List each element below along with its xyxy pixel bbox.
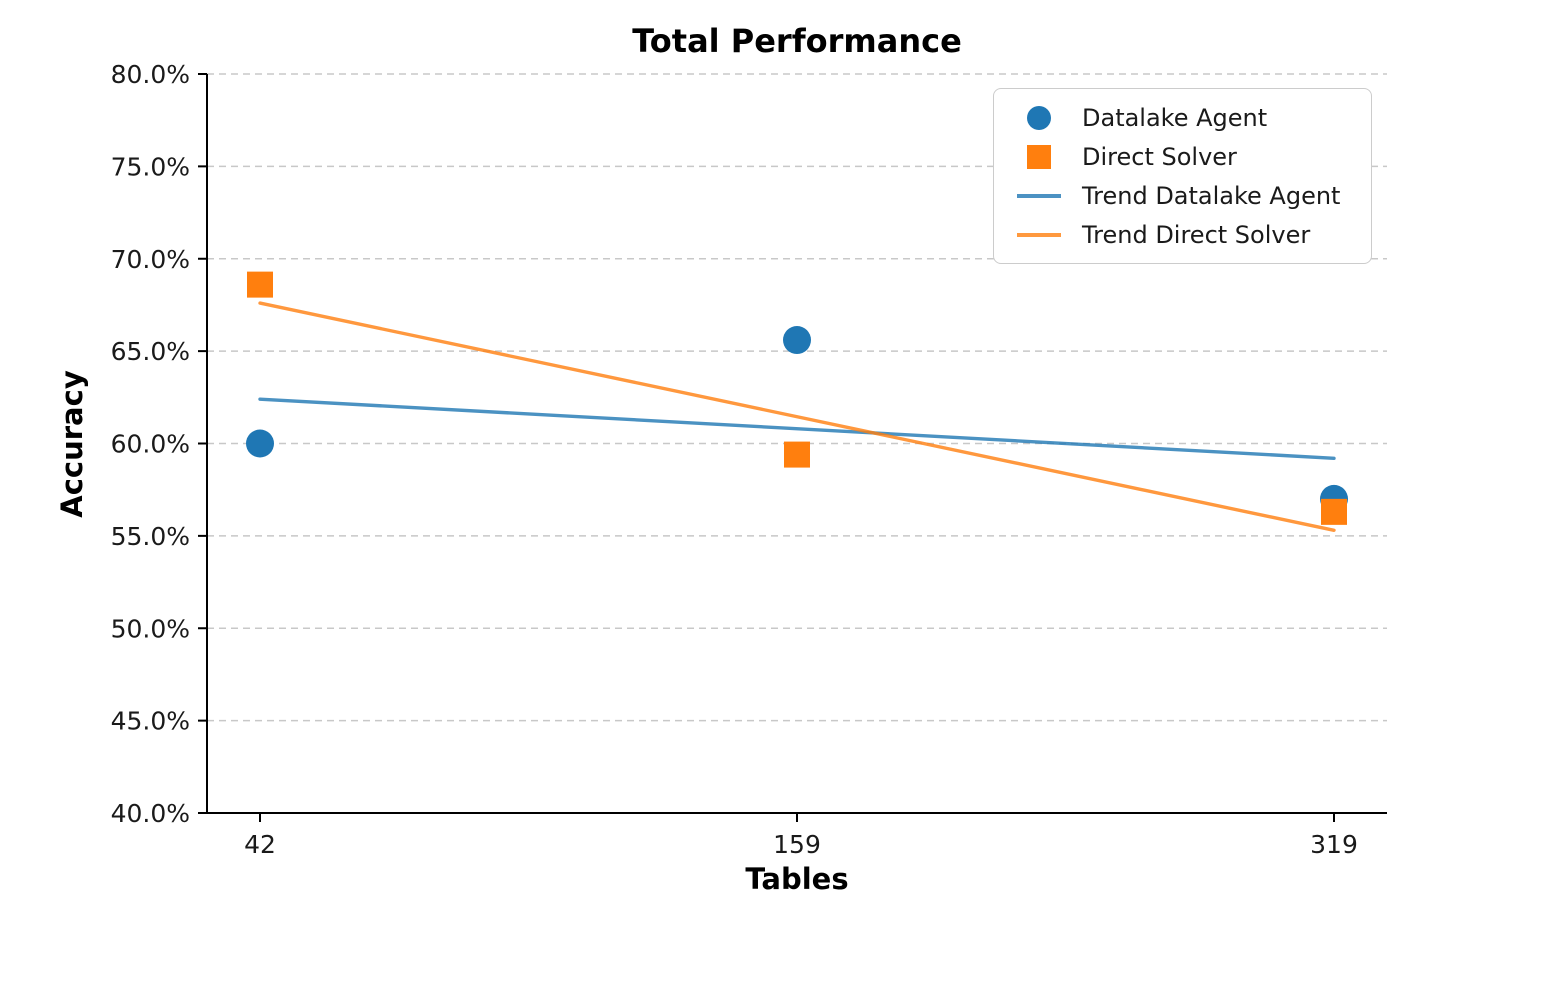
marker-direct-solver: [1321, 498, 1347, 525]
marker-datalake-agent: [783, 326, 811, 355]
legend-glyph-cell: [1008, 193, 1070, 198]
legend-row: Trend Datalake Agent: [1008, 176, 1357, 215]
chart-title: Total Performance: [632, 22, 962, 60]
legend-glyph-cell: [1008, 105, 1070, 130]
legend-line-icon: [1017, 232, 1061, 237]
y-tick-label: 80.0%: [111, 60, 190, 89]
y-tick-label: 60.0%: [111, 430, 190, 459]
y-tick-label: 40.0%: [111, 799, 190, 828]
legend-label: Datalake Agent: [1082, 103, 1268, 132]
x-tick-label: 159: [773, 830, 821, 859]
y-axis-label: Accuracy: [55, 370, 89, 518]
legend-glyph-cell: [1008, 232, 1070, 237]
x-tick-label: 319: [1310, 830, 1358, 859]
trend-line-trend-direct-solver: [258, 301, 1336, 533]
x-axis-label: Tables: [745, 862, 849, 896]
x-tick-label: 42: [244, 830, 276, 859]
legend-square-icon: [1027, 144, 1051, 169]
legend-glyph-cell: [1008, 144, 1070, 169]
legend-row: Trend Direct Solver: [1008, 215, 1357, 254]
y-tick-label: 50.0%: [111, 614, 190, 643]
marker-direct-solver: [784, 441, 810, 468]
y-tick-label: 75.0%: [111, 152, 190, 181]
marker-direct-solver: [247, 271, 273, 298]
legend-label: Direct Solver: [1082, 142, 1237, 171]
y-tick-label: 55.0%: [111, 522, 190, 551]
legend-row: Datalake Agent: [1008, 98, 1357, 137]
legend-row: Direct Solver: [1008, 137, 1357, 176]
y-tick-label: 65.0%: [111, 337, 190, 366]
y-tick-label: 70.0%: [111, 245, 190, 274]
y-tick-label: 45.0%: [111, 707, 190, 736]
trend-line-trend-datalake-agent: [258, 397, 1336, 460]
legend-line-icon: [1017, 193, 1061, 198]
marker-datalake-agent: [246, 429, 274, 458]
legend-label: Trend Datalake Agent: [1082, 181, 1341, 210]
legend-label: Trend Direct Solver: [1082, 220, 1311, 249]
legend-circle-icon: [1027, 105, 1051, 130]
legend: Datalake Agent Direct Solver Trend Datalak…: [993, 88, 1372, 264]
